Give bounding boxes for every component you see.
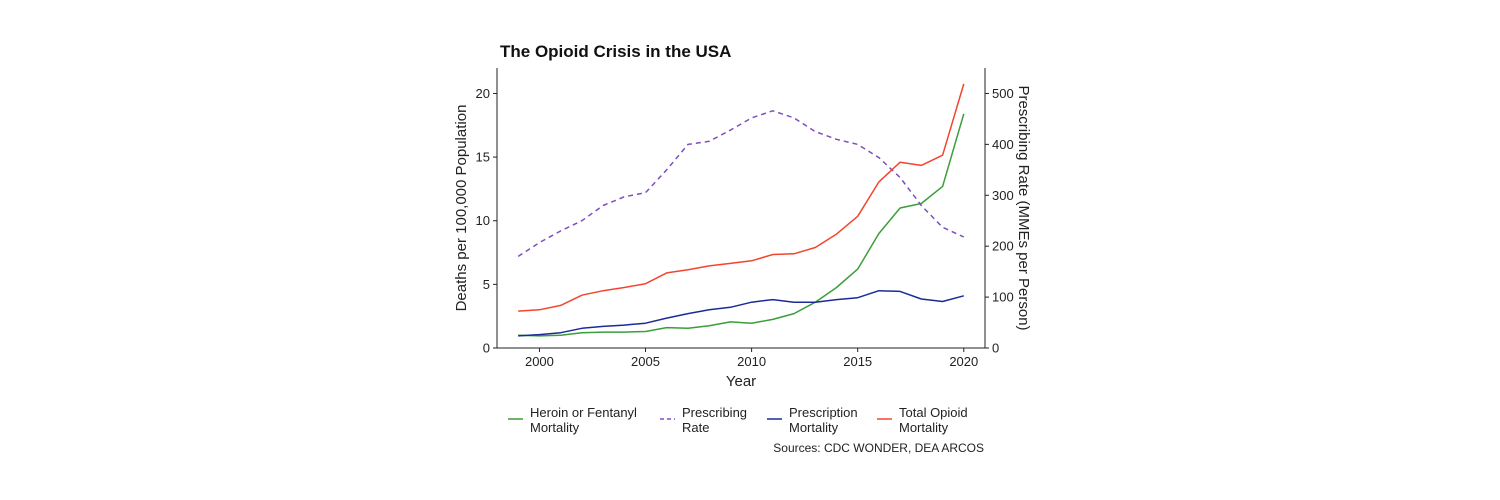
legend-label-heroin-or-fentanyl-mortality: Heroin or Fentanyl Mortality — [530, 405, 637, 435]
y-left-tick-label: 5 — [483, 277, 490, 292]
series-line-prescribing-rate — [517, 110, 965, 258]
x-tick-label: 2015 — [843, 354, 872, 369]
y-left-tick-label: 20 — [476, 86, 490, 101]
x-tick-label: 2005 — [631, 354, 660, 369]
y-right-tick-label: 300 — [992, 188, 1014, 203]
x-tick-label: 2000 — [525, 354, 554, 369]
legend-label-line: Mortality — [530, 420, 580, 435]
legend-label-line: Total Opioid — [899, 405, 968, 420]
plot-lines — [517, 83, 965, 337]
series-line-prescription-mortality — [518, 289, 964, 337]
legend-label-line: Heroin or Fentanyl — [530, 405, 637, 420]
y-left-tick-label: 15 — [476, 150, 490, 165]
legend-label-line: Mortality — [899, 420, 949, 435]
y-right-tick-label: 0 — [992, 341, 999, 356]
x-tick-label: 2010 — [737, 354, 766, 369]
y-axis-right-title: Prescribing Rate (MMEs per Person) — [1015, 85, 1032, 330]
y-left-tick-label: 10 — [476, 213, 490, 228]
legend-label-total-opioid-mortality: Total Opioid Mortality — [899, 405, 968, 435]
legend-label-line: Prescribing — [682, 405, 747, 420]
y-left-tick-label: 0 — [483, 341, 490, 356]
series-line-heroin-or-fentanyl-mortality — [518, 113, 965, 337]
y-right-tick-label: 400 — [992, 137, 1014, 152]
series-line-total-opioid-mortality — [518, 83, 965, 312]
legend-label-line: Prescription — [789, 405, 858, 420]
y-right-tick-label: 500 — [992, 86, 1014, 101]
legend-label-line: Rate — [682, 420, 709, 435]
legend-label-prescribing-rate: Prescribing Rate — [682, 405, 747, 435]
legend-label-line: Mortality — [789, 420, 839, 435]
x-axis-title: Year — [726, 373, 756, 390]
x-tick-label: 2020 — [949, 354, 978, 369]
y-axis-left-title: Deaths per 100,000 Population — [453, 105, 470, 312]
y-right-tick-label: 200 — [992, 239, 1014, 254]
y-right-tick-label: 100 — [992, 290, 1014, 305]
legend-label-prescription-mortality: Prescription Mortality — [789, 405, 858, 435]
source-note: Sources: CDC WONDER, DEA ARCOS — [773, 441, 984, 455]
chart-title: The Opioid Crisis in the USA — [500, 42, 731, 61]
axis-ticks: 2000 2005 2010 2015 202005101520010020030040… — [476, 86, 1014, 369]
